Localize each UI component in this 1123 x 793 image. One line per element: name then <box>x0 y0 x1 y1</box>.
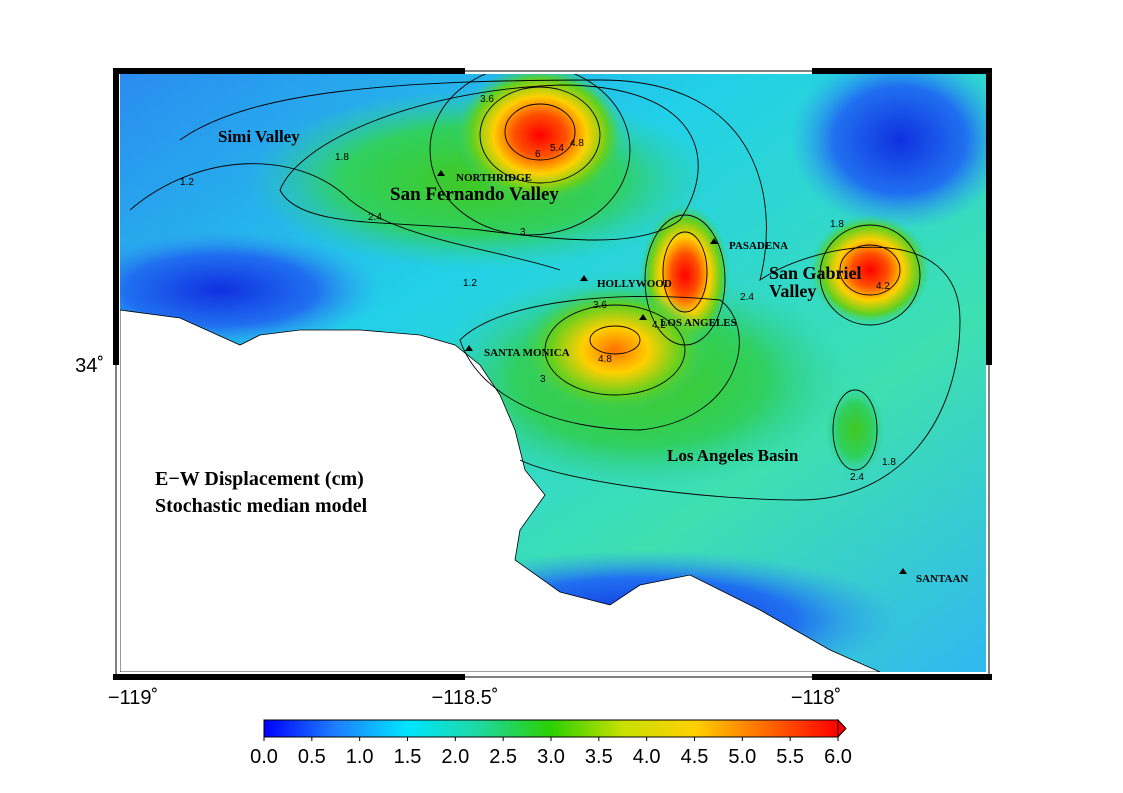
colorbar-tick-label: 1.0 <box>346 746 374 768</box>
x-axis-label: −119˚ <box>108 687 158 709</box>
town-markers <box>437 170 907 574</box>
colorbar-tick-label: 4.5 <box>681 746 709 768</box>
contour-label: 2.4 <box>740 292 754 303</box>
contour-label: 1.8 <box>335 152 349 163</box>
contour-label: 6 <box>535 149 541 160</box>
contour-label: 4.8 <box>598 354 612 365</box>
place-label: Simi Valley <box>218 127 300 146</box>
contour-label: 3.6 <box>593 300 607 311</box>
y-axis-label: 34˚ <box>75 355 104 377</box>
contour-label: 1.8 <box>882 457 896 468</box>
x-axis-label: −118.5˚ <box>432 687 499 709</box>
contour-labels: 3.6 3 2.4 1.8 1.2 6 5.4 4.8 4.2 3.6 3 2.… <box>180 94 896 483</box>
contours <box>129 74 961 501</box>
place-label: San Fernando Valley <box>390 184 559 205</box>
contour-label: 3.6 <box>480 94 494 105</box>
colorbar-tick-label: 5.0 <box>728 746 756 768</box>
displacement-field <box>120 74 986 672</box>
colorbar-tick-label: 5.5 <box>776 746 804 768</box>
contour-label: 2.4 <box>368 212 382 223</box>
place-label: HOLLYWOOD <box>597 278 672 290</box>
contour-label: 5.4 <box>550 143 564 154</box>
colorbar-overflow-arrow <box>837 718 847 739</box>
contour-label: 4.2 <box>652 320 666 331</box>
map-subtitle: Stochastic median model <box>155 495 368 517</box>
colorbar-scale <box>263 719 839 738</box>
contour-label: 4.2 <box>876 281 890 292</box>
place-label: San Gabriel <box>769 263 862 283</box>
contour-label: 1.8 <box>830 219 844 230</box>
place-label: PASADENA <box>729 240 788 252</box>
contour-label: 1.2 <box>463 278 477 289</box>
contour-label: 4.8 <box>570 138 584 149</box>
colorbar-tick-label: 0.0 <box>250 746 278 768</box>
place-label: SANTAAN <box>916 573 968 585</box>
colorbar-tick-label: 1.5 <box>394 746 422 768</box>
colorbar-tick-label: 3.0 <box>537 746 565 768</box>
colorbar-tick-label: 4.0 <box>633 746 661 768</box>
place-label: Los Angeles Basin <box>667 446 799 465</box>
place-label: LOS ANGELES <box>660 317 737 329</box>
colorbar-tick-label: 3.5 <box>585 746 613 768</box>
x-axis-label: −118˚ <box>791 687 841 709</box>
frame <box>113 68 992 680</box>
colorbar-tick-label: 2.5 <box>489 746 517 768</box>
colorbar-tick-label: 0.5 <box>298 746 326 768</box>
contour-label: 3 <box>520 227 526 238</box>
map-title: E−W Displacement (cm) <box>155 468 364 490</box>
colorbar-tick-label: 6.0 <box>824 746 852 768</box>
colorbar-tick-label: 2.0 <box>441 746 469 768</box>
place-label: SANTA MONICA <box>484 347 570 359</box>
contour-label: 2.4 <box>850 472 864 483</box>
place-label: Valley <box>769 281 816 301</box>
contour-label: 1.2 <box>180 177 194 188</box>
contour-label: 3 <box>540 374 546 385</box>
place-label: NORTHRIDGE <box>456 172 532 184</box>
colorbar: 0.0 0.5 1.0 1.5 2.0 2.5 3.0 3.5 4.0 4.5 5.0 5.5 6.0 <box>250 718 852 768</box>
